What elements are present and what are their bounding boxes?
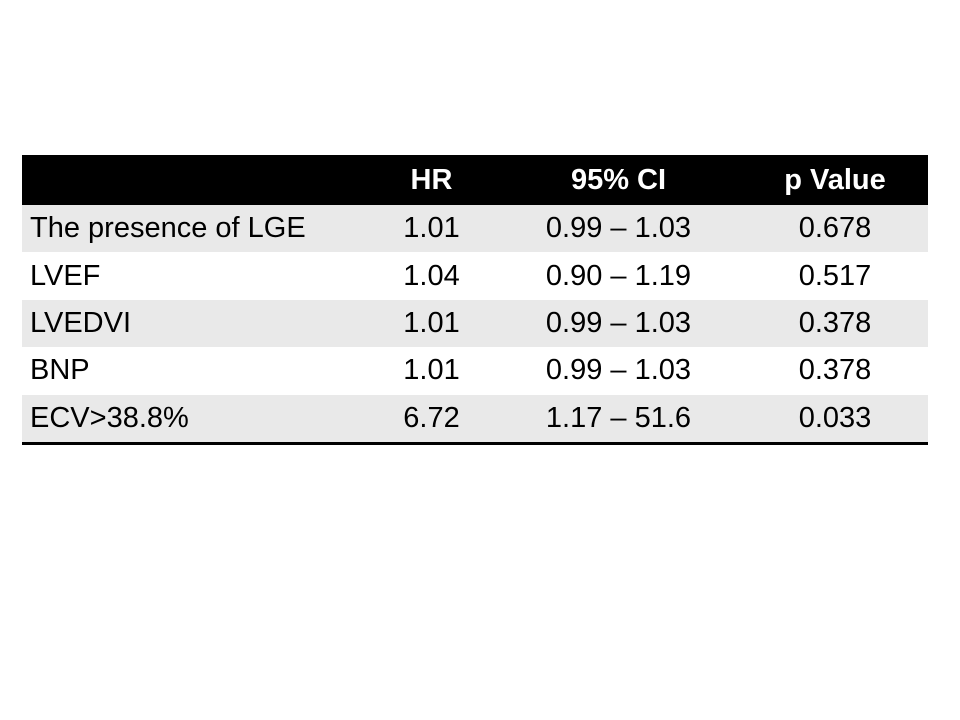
variable-cell: The presence of LGE <box>30 212 306 245</box>
ci-cell: 0.90 – 1.19 <box>545 259 692 292</box>
ci-cell: 0.99 – 1.03 <box>545 212 692 245</box>
header-cell-variable <box>22 155 368 205</box>
variable-cell: LVEF <box>30 259 101 292</box>
hr-cell: 1.01 <box>403 306 460 339</box>
pvalue-cell: 0.517 <box>798 259 872 292</box>
table-header-row: HR 95% CI p Value <box>22 155 928 205</box>
table-row: ECV>38.8% 6.72 1.17 – 51.6 0.033 <box>22 394 928 444</box>
pvalue-cell: 0.033 <box>798 401 872 434</box>
header-cell-pvalue: p Value <box>742 155 928 205</box>
header-cell-hr: HR <box>368 155 495 205</box>
pvalue-cell: 0.378 <box>798 354 872 387</box>
hr-cell: 6.72 <box>403 401 460 434</box>
hr-cell: 1.01 <box>403 354 460 387</box>
hazard-ratio-results-table: HR 95% CI p Value The presence of LGE 1.… <box>22 155 928 445</box>
pvalue-cell: 0.678 <box>798 212 872 245</box>
hr-cell: 1.04 <box>403 259 460 292</box>
variable-cell: LVEDVI <box>30 306 132 339</box>
ci-cell: 0.99 – 1.03 <box>545 354 692 387</box>
variable-cell: BNP <box>30 354 90 387</box>
ci-cell: 1.17 – 51.6 <box>545 401 692 434</box>
pvalue-cell: 0.378 <box>798 306 872 339</box>
table-row: The presence of LGE 1.01 0.99 – 1.03 0.6… <box>22 205 928 253</box>
table-row: LVEF 1.04 0.90 – 1.19 0.517 <box>22 252 928 300</box>
header-cell-ci: 95% CI <box>495 155 742 205</box>
table-row: BNP 1.01 0.99 – 1.03 0.378 <box>22 347 928 395</box>
hr-cell: 1.01 <box>403 212 460 245</box>
ci-cell: 0.99 – 1.03 <box>545 306 692 339</box>
table-row: LVEDVI 1.01 0.99 – 1.03 0.378 <box>22 299 928 348</box>
variable-cell: ECV>38.8% <box>30 401 189 434</box>
